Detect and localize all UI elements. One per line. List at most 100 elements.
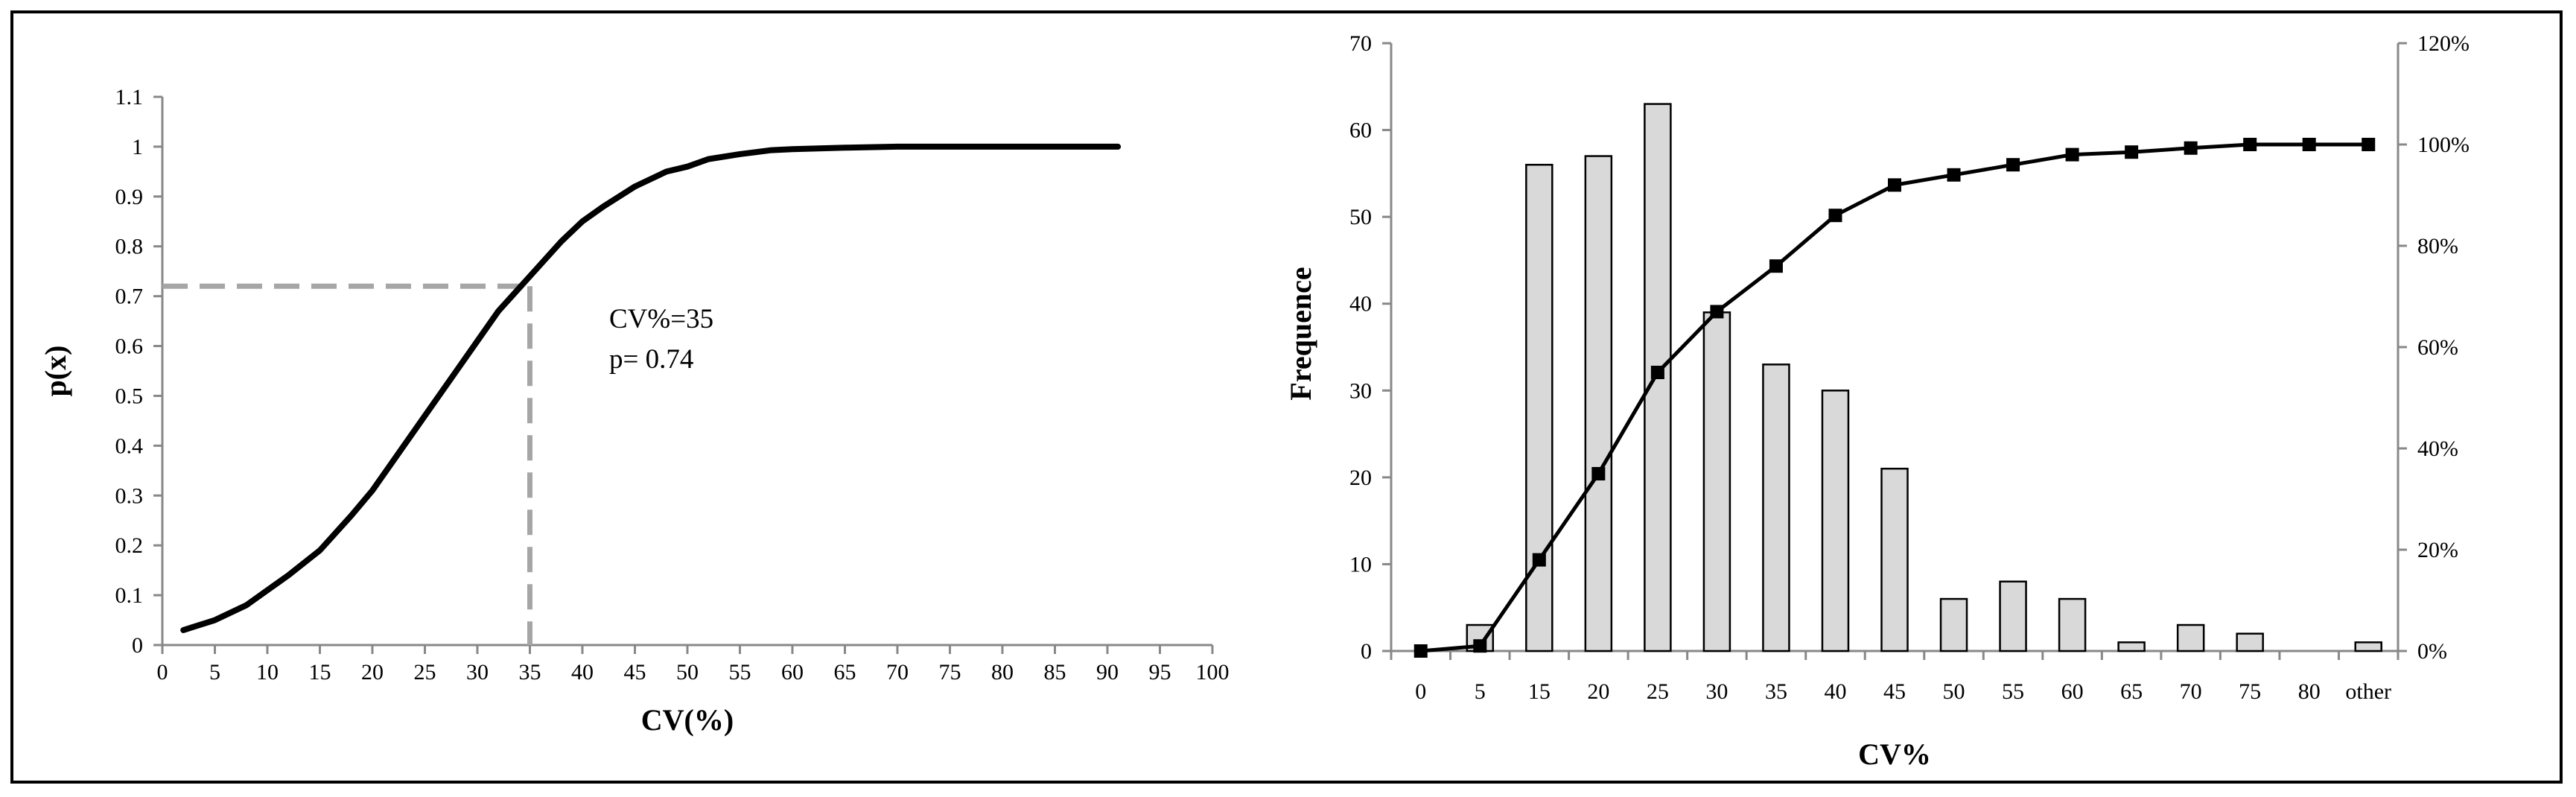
right-y2-tick-label: 120% <box>2417 31 2470 56</box>
left-x-tick-label: 15 <box>309 660 331 685</box>
left-y-tick-label: 0 <box>132 633 143 658</box>
right-x-tick-label: 0 <box>1415 679 1426 704</box>
left-x-tick-label: 90 <box>1096 660 1119 685</box>
right-y-tick-label: 30 <box>1349 378 1372 403</box>
left-y-tick-label: 1 <box>132 135 143 159</box>
left-x-axis-title: CV(%) <box>641 703 734 737</box>
left-y-tick-label: 0.6 <box>115 334 144 359</box>
cumulative-point-marker <box>2184 141 2198 155</box>
left-x-tick-label: 65 <box>834 660 856 685</box>
right-x-tick-label: 5 <box>1475 679 1486 704</box>
frequency-bar <box>1939 597 1968 652</box>
right-x-tick-label: 70 <box>2180 679 2202 704</box>
cumulative-point-marker <box>1947 168 1961 182</box>
left-x-tick-label: 55 <box>729 660 751 685</box>
cumulative-point-marker <box>1591 467 1606 480</box>
right-x-axis-title: CV% <box>1858 737 1931 771</box>
right-x-tick-label: 25 <box>1647 679 1669 704</box>
left-x-tick-label: 45 <box>624 660 646 685</box>
right-y-axis-title: Frequence <box>1284 267 1317 400</box>
annotation-cv: CV%=35 <box>609 304 713 334</box>
left-x-tick-label: 80 <box>991 660 1014 685</box>
cumulative-point-marker <box>1710 305 1724 319</box>
left-y-tick-label: 0.5 <box>115 384 144 408</box>
right-x-tick-label: other <box>2345 679 2391 704</box>
right-x-tick-label: 80 <box>2298 679 2321 704</box>
cumulative-curve <box>180 143 1122 633</box>
right-y-tick-label: 60 <box>1349 118 1372 143</box>
frequency-bar <box>1762 363 1790 652</box>
cumulative-point-marker <box>1413 644 1428 658</box>
frequency-bar <box>1880 467 1909 652</box>
cumulative-point-marker <box>2006 158 2020 172</box>
left-x-tick-label: 40 <box>571 660 594 685</box>
left-x-tick-label: 30 <box>466 660 489 685</box>
left-y-tick-label: 0.8 <box>115 235 144 259</box>
left-x-tick-label: 75 <box>939 660 961 685</box>
cumulative-point-marker <box>2243 138 2257 151</box>
frequency-bar <box>2236 632 2264 652</box>
right-y-tick-label: 0 <box>1361 639 1372 664</box>
left-x-tick-label: 5 <box>209 660 220 685</box>
right-y2-tick-label: 100% <box>2417 133 2470 157</box>
left-x-tick-label: 20 <box>361 660 384 685</box>
cumulative-point-marker <box>1828 209 1842 223</box>
left-x-tick-label: 0 <box>157 660 168 685</box>
left-y-axis-title: p(x) <box>39 346 72 397</box>
annotation-p: p= 0.74 <box>609 344 693 375</box>
right-x-tick-label: 45 <box>1883 679 1906 704</box>
frequency-bar <box>1525 163 1553 652</box>
right-y-tick-label: 70 <box>1349 31 1372 56</box>
cumulative-point-marker <box>2362 138 2376 151</box>
cumulative-point-marker <box>1532 553 1546 567</box>
right-x-tick-label: 35 <box>1765 679 1787 704</box>
right-y2-tick-label: 80% <box>2417 234 2458 258</box>
frequency-bar <box>1999 580 2027 652</box>
left-x-tick-label: 70 <box>886 660 909 685</box>
left-x-tick-label: 60 <box>781 660 804 685</box>
frequency-bar <box>1584 155 1613 652</box>
left-y-tick-label: 0.9 <box>115 185 144 209</box>
cumulative-point-marker <box>1473 639 1487 653</box>
right-x-tick-label: 60 <box>2061 679 2084 704</box>
right-x-tick-label: 65 <box>2120 679 2143 704</box>
right-x-tick-label: 50 <box>1943 679 1965 704</box>
left-x-tick-label: 10 <box>256 660 279 685</box>
frequency-bar <box>2176 623 2205 652</box>
left-x-tick-label: 50 <box>676 660 699 685</box>
right-x-tick-label: 40 <box>1824 679 1846 704</box>
cumulative-point-marker <box>1888 178 1901 192</box>
frequency-bar <box>1821 390 1850 652</box>
right-y-tick-label: 20 <box>1349 466 1372 490</box>
right-x-tick-label: 20 <box>1587 679 1609 704</box>
left-x-tick-label: 35 <box>519 660 541 685</box>
frequency-histogram-chart: 0 10 20 30 40 50 60 70 0% 20% 40% 60% 80% 100% 120% 0… <box>1284 31 2470 771</box>
left-x-tick-label: 85 <box>1044 660 1066 685</box>
right-x-tick-label: 55 <box>2002 679 2024 704</box>
cumulative-point-marker <box>1769 259 1783 273</box>
left-y-tick-label: 0.4 <box>115 434 144 458</box>
cumulative-point-marker <box>2065 147 2079 162</box>
frequency-bar <box>2354 641 2382 652</box>
frequency-bar <box>2058 597 2087 652</box>
frequency-bar <box>1702 311 1731 652</box>
frequency-bar <box>2117 641 2146 652</box>
cumulative-point-marker <box>1650 366 1664 379</box>
cumulative-point-marker <box>2125 145 2139 159</box>
left-x-tick-label: 95 <box>1149 660 1171 685</box>
right-y2-tick-label: 0% <box>2417 639 2447 664</box>
left-x-tick-label: 25 <box>414 660 436 685</box>
left-y-tick-label: 1.1 <box>115 85 144 109</box>
figure-frame <box>10 10 2563 784</box>
cumulative-probability-chart: 0 5 10 15 20 25 30 35 40 45 50 55 60 65 70 75 80 85 90 95 10… <box>39 85 1230 737</box>
left-y-tick-label: 0.7 <box>115 285 144 309</box>
right-x-tick-label: 30 <box>1705 679 1728 704</box>
cumulative-point-marker <box>2302 138 2316 151</box>
left-y-tick-label: 0.2 <box>115 533 144 558</box>
right-y-tick-label: 50 <box>1349 205 1372 229</box>
right-x-tick-label: 15 <box>1528 679 1551 704</box>
left-y-tick-label: 0.1 <box>115 583 144 608</box>
right-y-tick-label: 10 <box>1349 552 1372 577</box>
right-y-tick-label: 40 <box>1349 292 1372 317</box>
